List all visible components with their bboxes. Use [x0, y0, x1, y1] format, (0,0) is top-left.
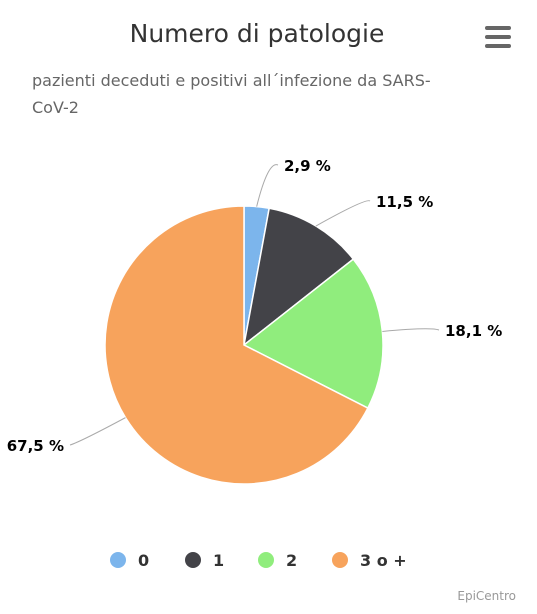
chart-title: Numero di patologie [130, 19, 385, 48]
data-label-3: 67,5 % [7, 437, 64, 455]
data-label-1: 11,5 % [376, 193, 433, 211]
label-connector-2 [382, 328, 440, 332]
data-label-0: 2,9 % [284, 157, 331, 175]
hamburger-menu-icon[interactable] [482, 26, 514, 52]
legend-symbol-1 [185, 552, 201, 568]
legend-item-1[interactable]: 1 [185, 551, 224, 570]
legend-symbol-2 [258, 552, 274, 568]
chart-subtitle-line-1: pazienti deceduti e positivi all´infezio… [32, 71, 431, 90]
pie-slice-2[interactable] [242, 258, 384, 410]
legend-symbol-0 [110, 552, 126, 568]
legend: 0 1 2 3 o + [110, 551, 407, 570]
chart-credit[interactable]: EpiCentro [457, 589, 516, 603]
data-labels: 2,9 % 11,5 % 18,1 % 67,5 % [7, 157, 503, 455]
legend-label-1: 1 [213, 551, 224, 570]
legend-label-2: 2 [286, 551, 297, 570]
pie-slice-3[interactable] [104, 205, 369, 485]
data-label-2: 18,1 % [445, 322, 502, 340]
legend-item-3[interactable]: 3 o + [332, 551, 407, 570]
pie-slice-1[interactable] [242, 207, 355, 347]
legend-label-0: 0 [138, 551, 149, 570]
pie-slices [104, 205, 384, 485]
menu-bar [485, 44, 511, 48]
label-connectors [69, 164, 440, 446]
menu-bar [485, 35, 511, 39]
legend-label-3: 3 o + [360, 551, 407, 570]
legend-item-2[interactable]: 2 [258, 551, 297, 570]
label-connector-0 [256, 164, 279, 207]
label-connector-1 [315, 200, 371, 227]
menu-bar [485, 26, 511, 30]
chart-subtitle-line-2: CoV-2 [32, 98, 79, 117]
label-connector-3 [69, 417, 126, 446]
legend-symbol-3 [332, 552, 348, 568]
legend-item-0[interactable]: 0 [110, 551, 149, 570]
